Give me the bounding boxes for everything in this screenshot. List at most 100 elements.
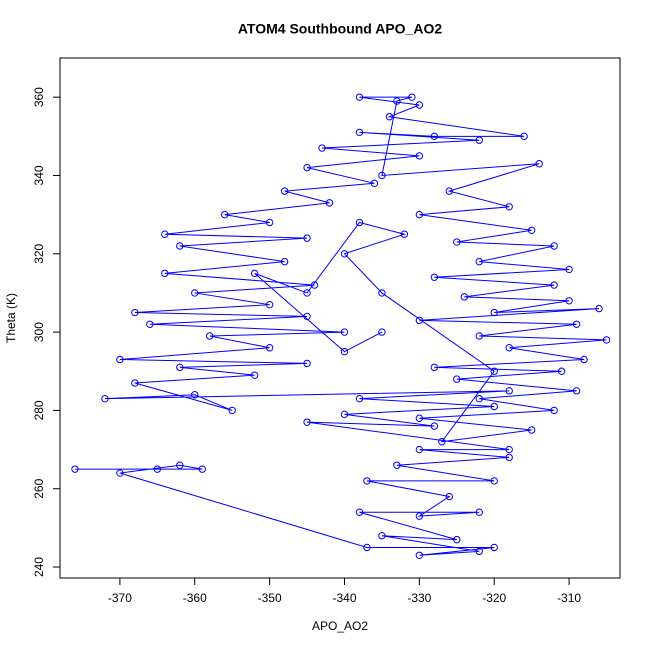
data-point [303, 234, 311, 242]
data-point [475, 394, 483, 403]
data-point [303, 418, 311, 426]
data-point [475, 547, 483, 556]
data-point [265, 344, 274, 352]
data-point [430, 422, 439, 430]
data-point [557, 367, 566, 375]
data-point [340, 410, 349, 419]
y-tick-label: 360 [32, 87, 46, 107]
data-point [265, 300, 274, 309]
data-point [550, 242, 558, 250]
data-point [393, 461, 401, 469]
x-tick-label: -350 [258, 591, 282, 605]
data-point [572, 320, 581, 328]
data-point [490, 367, 498, 375]
data-point [355, 508, 364, 516]
data-point [460, 293, 468, 301]
data-point [505, 453, 513, 462]
data-point [475, 508, 483, 516]
data-point [393, 97, 401, 105]
data-point [430, 273, 439, 281]
data-point [415, 414, 424, 422]
data-point [363, 543, 371, 552]
data-point [228, 406, 236, 415]
data-point [580, 355, 588, 364]
data-point [161, 269, 169, 278]
data-point [475, 257, 483, 266]
data-point [453, 535, 461, 544]
data-point [505, 387, 513, 395]
x-tick-label: -310 [557, 591, 581, 605]
data-point [445, 492, 454, 501]
data-line [74, 96, 607, 556]
data-point [303, 163, 311, 172]
data-point [318, 144, 326, 152]
data-point [280, 257, 289, 266]
data-point [280, 187, 289, 195]
data-point [415, 551, 424, 559]
data-point [475, 332, 483, 340]
data-point [370, 179, 379, 188]
data-point [146, 320, 154, 328]
data-point [355, 128, 364, 137]
data-point [176, 363, 184, 372]
data-point [191, 391, 199, 399]
data-point [490, 543, 498, 552]
data-point [378, 171, 386, 180]
data-point [355, 394, 364, 403]
plot-box [59, 57, 621, 579]
data-point [527, 426, 536, 434]
data-point [131, 379, 139, 387]
data-point [572, 387, 581, 395]
data-point [445, 187, 454, 195]
data-point [303, 312, 311, 321]
data-point [453, 375, 461, 383]
y-tick-label: 240 [32, 557, 46, 577]
data-point [505, 344, 513, 352]
data-point [340, 250, 349, 258]
x-tick-label: -370 [108, 591, 132, 605]
x-tick-label: -340 [332, 591, 356, 605]
data-point [602, 336, 611, 344]
data-point [490, 308, 498, 317]
data-point [101, 394, 109, 403]
chart-title: ATOM4 Southbound APO_AO2 [238, 21, 443, 37]
data-point [153, 465, 162, 473]
y-tick-label: 340 [32, 165, 46, 185]
data-point [415, 152, 424, 160]
data-point [191, 289, 199, 297]
data-point [116, 469, 124, 477]
data-point [490, 477, 498, 485]
data-point [340, 328, 349, 336]
data-point [415, 445, 424, 454]
data-point [71, 465, 79, 473]
y-tick-label: 300 [32, 322, 46, 342]
data-point [310, 281, 319, 289]
data-point [505, 203, 513, 211]
data-point [363, 477, 371, 485]
data-point [595, 304, 603, 313]
data-point [475, 136, 483, 144]
data-point [408, 93, 416, 101]
data-point [550, 281, 558, 289]
data-point [565, 297, 573, 305]
data-point [265, 218, 274, 227]
data-point [400, 230, 409, 238]
data-point [378, 532, 386, 540]
data-point [430, 363, 439, 372]
y-tick-label: 320 [32, 243, 46, 263]
y-axis-label: Theta (K) [4, 293, 18, 343]
data-point [303, 359, 311, 368]
data-point [535, 160, 543, 168]
data-point [385, 113, 394, 121]
data-point [161, 230, 169, 238]
data-point [520, 132, 528, 141]
data-point [453, 238, 461, 246]
data-point [250, 269, 259, 278]
data-point [415, 316, 424, 325]
data-point [565, 265, 573, 274]
data-point [415, 512, 424, 520]
data-point [206, 332, 214, 340]
data-point [355, 93, 364, 101]
x-tick-label: -320 [482, 591, 506, 605]
